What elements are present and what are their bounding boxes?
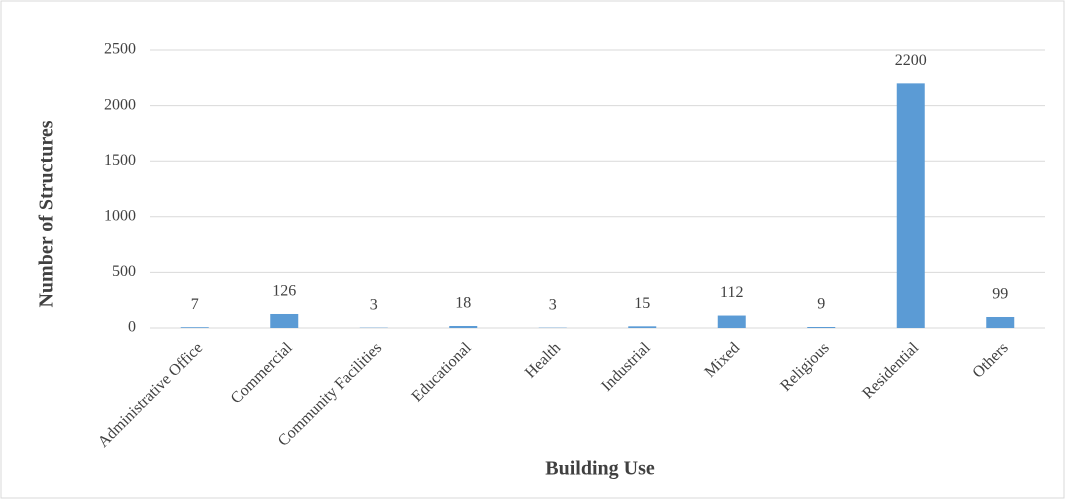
data-label: 3 xyxy=(370,296,378,313)
y-tick-label: 2000 xyxy=(104,96,136,113)
bar xyxy=(449,325,478,328)
x-tick-label: Others xyxy=(969,339,1011,381)
y-tick-label: 2500 xyxy=(104,41,136,58)
data-label: 7 xyxy=(191,296,199,313)
data-label: 9 xyxy=(817,296,825,313)
x-tick-label: Religious xyxy=(777,339,832,394)
bar xyxy=(807,326,836,328)
data-label: 126 xyxy=(272,283,296,300)
data-label: 15 xyxy=(634,295,650,312)
x-tick-label: Educational xyxy=(409,339,475,405)
y-tick-label: 0 xyxy=(128,319,136,336)
x-tick-label: Residential xyxy=(859,339,922,402)
x-tick-label: Mixed xyxy=(702,339,744,381)
y-tick-label: 500 xyxy=(112,263,136,280)
bar xyxy=(628,326,657,328)
data-label: 2200 xyxy=(895,52,927,69)
bar xyxy=(717,315,746,328)
x-tick-label: Industrial xyxy=(598,339,654,395)
y-axis-title: Number of Structures xyxy=(36,120,58,307)
data-label: 3 xyxy=(549,296,557,313)
x-tick-label: Health xyxy=(522,339,564,381)
data-label: 112 xyxy=(720,284,743,301)
bar xyxy=(986,316,1015,328)
bar xyxy=(270,313,299,328)
x-tick-label: Community Facilities xyxy=(275,339,385,449)
data-label: 99 xyxy=(992,286,1008,303)
y-tick-label: 1000 xyxy=(104,207,136,224)
x-tick-label: Administrative Office xyxy=(95,339,206,450)
x-tick-label: Commercial xyxy=(228,339,296,407)
y-tick-label: 1500 xyxy=(104,152,136,169)
bar xyxy=(896,83,925,328)
bar xyxy=(180,327,209,328)
x-axis-title: Building Use xyxy=(545,458,655,480)
data-label: 18 xyxy=(455,295,471,312)
